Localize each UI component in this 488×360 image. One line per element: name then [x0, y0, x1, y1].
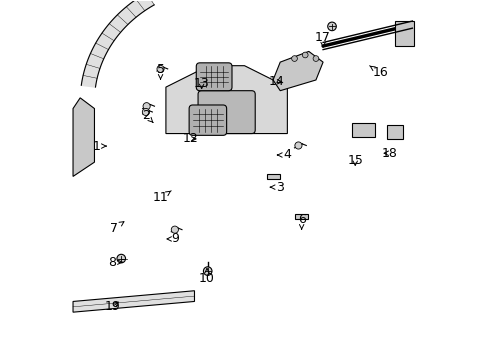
FancyBboxPatch shape [198, 91, 255, 134]
FancyBboxPatch shape [196, 63, 231, 91]
Bar [386, 125, 403, 139]
Text: 11: 11 [152, 191, 171, 204]
Text: 3: 3 [270, 181, 284, 194]
Text: 19: 19 [104, 300, 120, 313]
Text: 5: 5 [156, 63, 164, 79]
Circle shape [203, 267, 212, 275]
Text: 1: 1 [92, 140, 106, 153]
Text: 7: 7 [110, 222, 123, 235]
Polygon shape [73, 291, 194, 312]
Polygon shape [272, 51, 323, 91]
Text: 17: 17 [314, 31, 330, 47]
Bar [294, 214, 307, 219]
Circle shape [117, 254, 125, 263]
Text: 2: 2 [142, 109, 153, 122]
FancyBboxPatch shape [189, 105, 226, 135]
Text: 15: 15 [346, 154, 363, 167]
Bar [394, 21, 413, 46]
Circle shape [143, 103, 150, 110]
Circle shape [327, 22, 336, 31]
Circle shape [312, 56, 318, 62]
Text: 9: 9 [167, 233, 179, 246]
Polygon shape [165, 66, 287, 134]
Text: 10: 10 [199, 269, 215, 285]
Polygon shape [73, 98, 94, 176]
Circle shape [294, 142, 302, 149]
Circle shape [157, 65, 164, 72]
Text: 12: 12 [183, 132, 199, 145]
Text: 8: 8 [108, 256, 122, 269]
Polygon shape [81, 0, 154, 87]
Circle shape [171, 226, 178, 233]
Circle shape [291, 56, 297, 62]
Text: 14: 14 [268, 75, 284, 88]
Bar [351, 123, 374, 137]
Bar [266, 174, 280, 179]
Text: 18: 18 [381, 147, 396, 160]
Text: 13: 13 [193, 77, 209, 90]
Text: 16: 16 [369, 66, 387, 79]
Text: 4: 4 [277, 148, 291, 162]
Circle shape [302, 52, 307, 58]
Circle shape [142, 108, 149, 116]
Text: 6: 6 [297, 213, 305, 229]
